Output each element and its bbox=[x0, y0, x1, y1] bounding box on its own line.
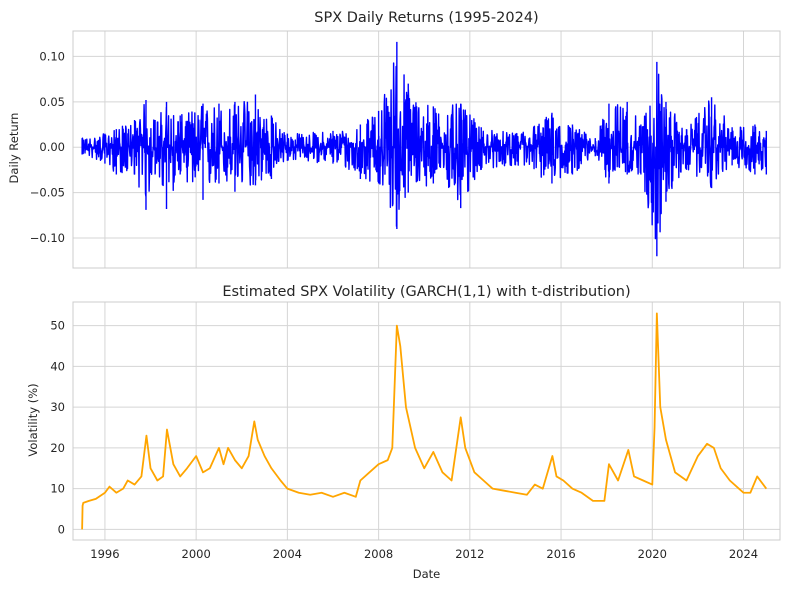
volatility-x-ticks: 1996 2000 2004 2008 2012 2016 2020 2024 bbox=[90, 547, 758, 561]
p2-y-tick-label: 0 bbox=[58, 522, 65, 536]
returns-title: SPX Daily Returns (1995-2024) bbox=[314, 10, 538, 26]
p1-y-tick-label: 0.05 bbox=[39, 95, 65, 109]
p2-y-tick-label: 30 bbox=[50, 400, 65, 414]
volatility-y-ticks: 0 10 20 30 40 50 bbox=[50, 319, 65, 537]
returns-series bbox=[81, 41, 768, 257]
p2-y-tick-label: 20 bbox=[50, 441, 65, 455]
p2-y-tick-label: 10 bbox=[50, 482, 65, 496]
volatility-x-label: Date bbox=[413, 567, 441, 581]
volatility-title: Estimated SPX Volatility (GARCH(1,1) wit… bbox=[222, 284, 630, 300]
p2-x-tick-label: 2000 bbox=[182, 547, 211, 561]
p1-y-tick-label: 0.00 bbox=[39, 140, 65, 154]
p2-x-tick-label: 2012 bbox=[455, 547, 484, 561]
p2-x-tick-label: 2008 bbox=[364, 547, 393, 561]
returns-line bbox=[81, 41, 768, 257]
p2-x-tick-label: 1996 bbox=[90, 547, 119, 561]
p2-x-tick-label: 2024 bbox=[729, 547, 758, 561]
p2-x-tick-label: 2004 bbox=[273, 547, 302, 561]
p1-y-tick-label: −0.10 bbox=[30, 231, 65, 245]
p2-y-tick-label: 50 bbox=[50, 319, 65, 333]
returns-panel: SPX Daily Returns (1995-2024) −0.10 −0.05… bbox=[7, 10, 781, 269]
p1-y-tick-label: 0.10 bbox=[39, 49, 65, 63]
volatility-line bbox=[81, 312, 768, 530]
volatility-y-label: Volatility (%) bbox=[26, 383, 40, 456]
returns-plot-frame bbox=[72, 30, 781, 269]
volatility-plot-frame bbox=[72, 301, 781, 541]
p2-y-tick-label: 40 bbox=[50, 359, 65, 373]
returns-y-ticks: −0.10 −0.05 0.00 0.05 0.10 bbox=[30, 49, 65, 245]
p2-x-tick-label: 2020 bbox=[638, 547, 667, 561]
volatility-grid bbox=[73, 302, 780, 540]
volatility-series bbox=[81, 312, 768, 530]
returns-y-label: Daily Return bbox=[7, 113, 21, 184]
p1-y-tick-label: −0.05 bbox=[30, 186, 65, 200]
p2-x-tick-label: 2016 bbox=[546, 547, 575, 561]
volatility-panel: Estimated SPX Volatility (GARCH(1,1) wit… bbox=[26, 284, 781, 581]
